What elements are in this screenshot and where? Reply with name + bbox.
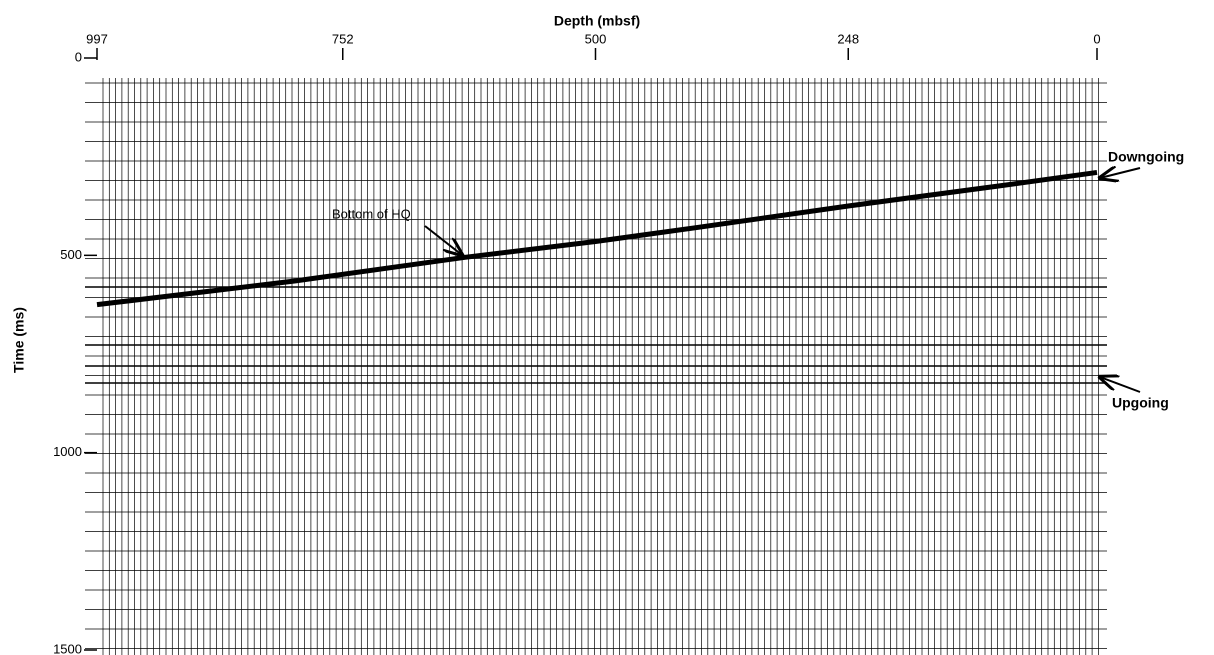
- y-tick-label: 1500: [53, 641, 82, 655]
- annotation-arrow: [1100, 377, 1141, 393]
- y-tick-label: 1000: [53, 444, 82, 459]
- x-axis-label: Depth (mbsf): [554, 13, 640, 29]
- x-tick-label: 997: [86, 31, 108, 46]
- annotation: Downgoing: [1108, 149, 1184, 165]
- x-tick-label: 248: [837, 31, 859, 46]
- annotation: Bottom of HQ: [332, 206, 411, 221]
- y-tick-label: 500: [60, 247, 82, 262]
- x-tick-label: 752: [332, 31, 354, 46]
- y-axis-label: Time (ms): [11, 307, 27, 373]
- y-tick-label: 0: [75, 49, 82, 64]
- annotation-arrow: [1100, 168, 1141, 178]
- x-tick-label: 500: [585, 31, 607, 46]
- x-tick-label: 0: [1093, 31, 1100, 46]
- first-break-line: [96, 169, 1098, 308]
- annotation-arrow: [424, 225, 462, 255]
- annotation: Upgoing: [1112, 395, 1169, 411]
- trace-grid: [85, 78, 1107, 655]
